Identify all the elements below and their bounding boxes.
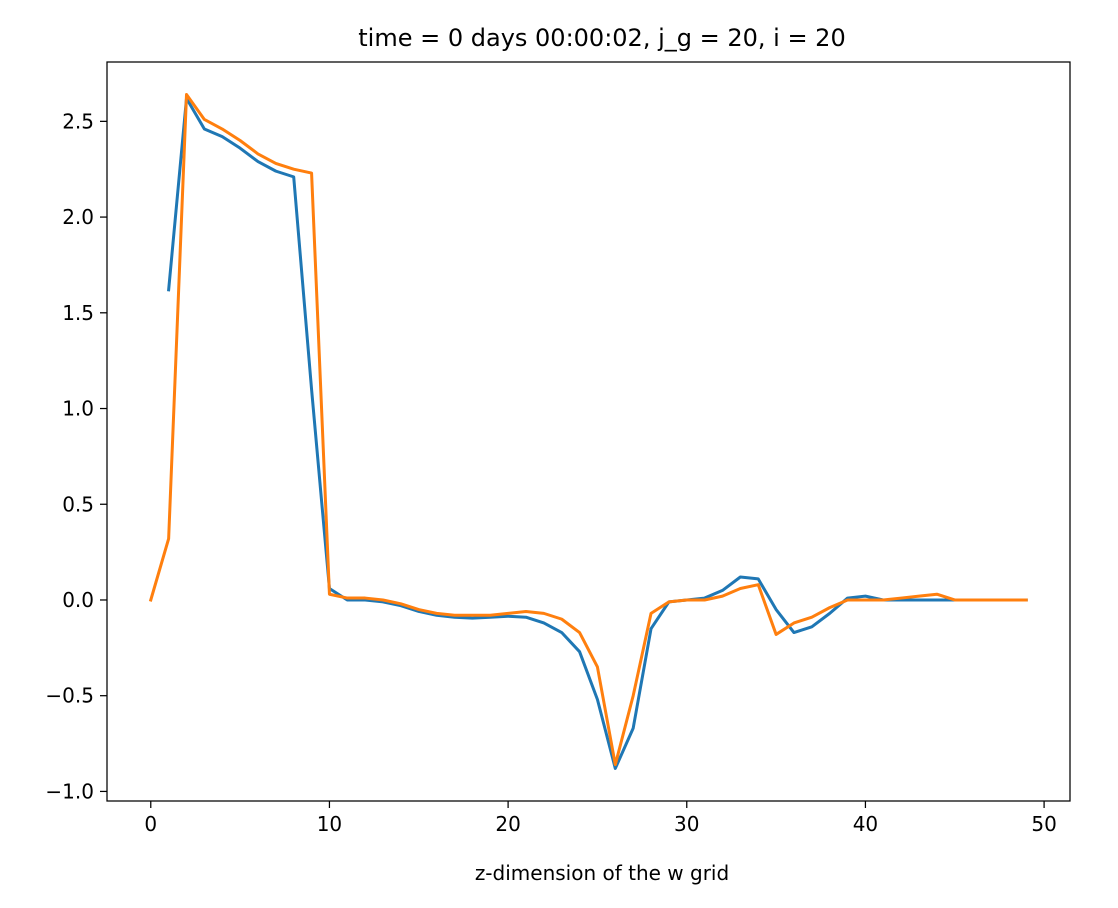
series-line-2 (148, 93, 1028, 767)
x-tick-label: 50 (1031, 812, 1056, 836)
y-tick-label: 2.5 (62, 109, 94, 133)
x-tick-label: 0 (144, 812, 157, 836)
y-tick-label: 1.0 (62, 397, 94, 421)
y-tick-label: −0.5 (45, 684, 94, 708)
series-lines (148, 93, 1028, 770)
y-tick-label: 0.5 (62, 492, 94, 516)
x-tick-label: 30 (674, 812, 699, 836)
plot-frame (106, 61, 1071, 802)
y-tick-label: 1.5 (62, 301, 94, 325)
y-tick-label: 0.0 (62, 588, 94, 612)
x-tick-label: 10 (317, 812, 342, 836)
x-tick-label: 40 (853, 812, 878, 836)
y-tick-label: −1.0 (45, 779, 94, 803)
chart-title: time = 0 days 00:00:02, j_g = 20, i = 20 (358, 24, 845, 52)
y-axis-ticks: −1.0 −0.5 0.0 0.5 1.0 1.5 2.0 2.5 (45, 109, 107, 803)
x-axis-ticks: 0 10 20 30 40 50 (144, 801, 1057, 836)
x-axis-label: z-dimension of the w grid (475, 861, 729, 885)
x-tick-label: 20 (495, 812, 520, 836)
y-tick-label: 2.0 (62, 205, 94, 229)
